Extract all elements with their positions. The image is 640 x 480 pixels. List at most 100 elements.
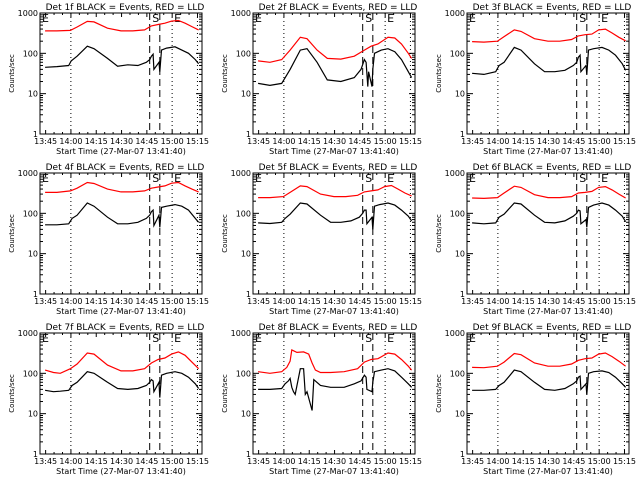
y-axis-label: Counts/sec: [8, 54, 16, 93]
x-tick-label: 15:15: [613, 137, 636, 146]
plot-frame: [39, 12, 203, 135]
detector-panel: Det 9f BLACK = Events, RED = LLD 1 10 100 10…: [435, 323, 636, 476]
marker-e-right: E: [601, 172, 608, 185]
marker-s: S: [579, 172, 586, 185]
marker-e-right: E: [174, 332, 181, 345]
detector-panel: Det 5f BLACK = Events, RED = LLD 1 10 100 10…: [221, 163, 422, 316]
detector-panel: Det 6f BLACK = Events, RED = LLD 1 10 100 10…: [435, 163, 636, 316]
x-tick-label: 14:00: [486, 137, 509, 146]
x-tick-label: 14:00: [59, 457, 82, 466]
series-line-lld: [472, 28, 626, 43]
x-tick-label: 14:45: [562, 137, 585, 146]
y-tick-label: 1: [246, 290, 251, 299]
x-tick-label: 14:15: [298, 297, 321, 306]
y-tick-label: 1: [33, 450, 38, 459]
series-line-events: [472, 369, 627, 395]
y-tick-label: 100: [23, 209, 38, 218]
y-tick-label: 100: [450, 369, 465, 378]
marker-e-right: E: [387, 332, 394, 345]
y-tick-label: 1000: [445, 329, 465, 338]
y-tick-label: 10: [241, 250, 251, 259]
x-tick-label: 13:45: [247, 457, 270, 466]
detector-panel: Det 8f BLACK = Events, RED = LLD 1 10 100 10…: [221, 323, 422, 476]
x-axis-label: Start Time (27-Mar-07 13:41:40): [56, 467, 186, 476]
y-tick-label: 1: [246, 450, 251, 459]
plot-frame: [39, 332, 203, 455]
x-tick-label: 14:30: [537, 137, 560, 146]
series-line-events: [258, 368, 413, 411]
series-line-lld: [258, 349, 413, 374]
y-axis-label: Counts/sec: [435, 54, 443, 93]
x-tick-label: 13:45: [34, 457, 57, 466]
panel-title: Det 8f BLACK = Events, RED = LLD: [259, 323, 418, 333]
marker-e-left: E: [255, 12, 262, 25]
x-tick-label: 15:15: [613, 457, 636, 466]
x-tick-label: 14:15: [85, 297, 108, 306]
plot-frame: [252, 172, 416, 295]
y-axis-label: Counts/sec: [8, 214, 16, 253]
detector-panel: Det 4f BLACK = Events, RED = LLD 1 10 100 10…: [8, 163, 209, 316]
series-line-events: [472, 202, 627, 228]
x-tick-label: 14:15: [512, 457, 535, 466]
marker-e-right: E: [601, 332, 608, 345]
x-tick-label: 15:00: [161, 137, 184, 146]
series-line-lld: [472, 185, 626, 200]
series-line-events: [258, 202, 413, 230]
y-axis-label: Counts/sec: [435, 374, 443, 413]
y-tick-label: 1: [246, 130, 251, 139]
y-tick-label: 1000: [231, 169, 251, 178]
x-tick-label: 13:45: [34, 297, 57, 306]
x-tick-label: 14:15: [512, 137, 535, 146]
marker-s: S: [152, 172, 159, 185]
marker-e-left: E: [469, 172, 476, 185]
x-tick-label: 14:45: [562, 297, 585, 306]
x-tick-label: 15:00: [161, 297, 184, 306]
x-tick-label: 15:00: [588, 137, 611, 146]
marker-e-left: E: [42, 332, 49, 345]
detector-panel: Det 3f BLACK = Events, RED = LLD 1 10 100 10…: [435, 3, 636, 156]
x-tick-label: 14:45: [348, 137, 371, 146]
x-tick-label: 14:15: [85, 457, 108, 466]
series-line-lld: [258, 36, 413, 63]
series-line-lld: [44, 351, 200, 374]
y-tick-label: 10: [455, 90, 465, 99]
y-tick-label: 10: [28, 90, 38, 99]
x-tick-label: 15:15: [399, 297, 422, 306]
marker-e-left: E: [42, 12, 49, 25]
x-axis-label: Start Time (27-Mar-07 13:41:40): [483, 467, 613, 476]
series-line-lld: [258, 184, 412, 199]
y-tick-label: 100: [23, 49, 38, 58]
x-tick-label: 15:15: [613, 297, 636, 306]
x-tick-label: 14:30: [323, 137, 346, 146]
marker-e-right: E: [387, 172, 394, 185]
x-tick-label: 15:15: [399, 137, 422, 146]
panel-title: Det 9f BLACK = Events, RED = LLD: [473, 323, 632, 333]
x-tick-label: 15:00: [588, 457, 611, 466]
x-tick-label: 13:45: [461, 457, 484, 466]
y-tick-label: 1000: [18, 9, 38, 18]
x-tick-label: 14:30: [110, 457, 133, 466]
x-tick-label: 15:15: [399, 457, 422, 466]
y-tick-label: 100: [236, 209, 251, 218]
x-tick-label: 15:00: [374, 297, 397, 306]
plot-frame: [39, 172, 203, 295]
panel-title: Det 6f BLACK = Events, RED = LLD: [473, 163, 632, 173]
x-tick-label: 14:45: [562, 457, 585, 466]
y-tick-label: 1000: [18, 329, 38, 338]
series-line-lld: [45, 181, 199, 194]
y-axis-label: Counts/sec: [221, 374, 229, 413]
detector-panel: Det 2f BLACK = Events, RED = LLD 1 10 100 10…: [221, 3, 422, 156]
detector-panel: Det 1f BLACK = Events, RED = LLD 1 10 100 10…: [8, 3, 209, 156]
detector-panel: Det 7f BLACK = Events, RED = LLD 1 10 100 10…: [8, 323, 209, 476]
series-line-events: [45, 202, 200, 228]
x-axis-label: Start Time (27-Mar-07 13:41:40): [483, 307, 613, 316]
x-tick-label: 14:30: [323, 297, 346, 306]
plot-frame: [252, 332, 416, 455]
x-tick-label: 14:30: [323, 457, 346, 466]
marker-s: S: [579, 12, 586, 25]
x-tick-label: 15:00: [588, 297, 611, 306]
y-tick-label: 1000: [445, 9, 465, 18]
y-tick-label: 1: [33, 290, 38, 299]
x-tick-label: 15:00: [374, 457, 397, 466]
series-line-lld: [45, 19, 199, 32]
